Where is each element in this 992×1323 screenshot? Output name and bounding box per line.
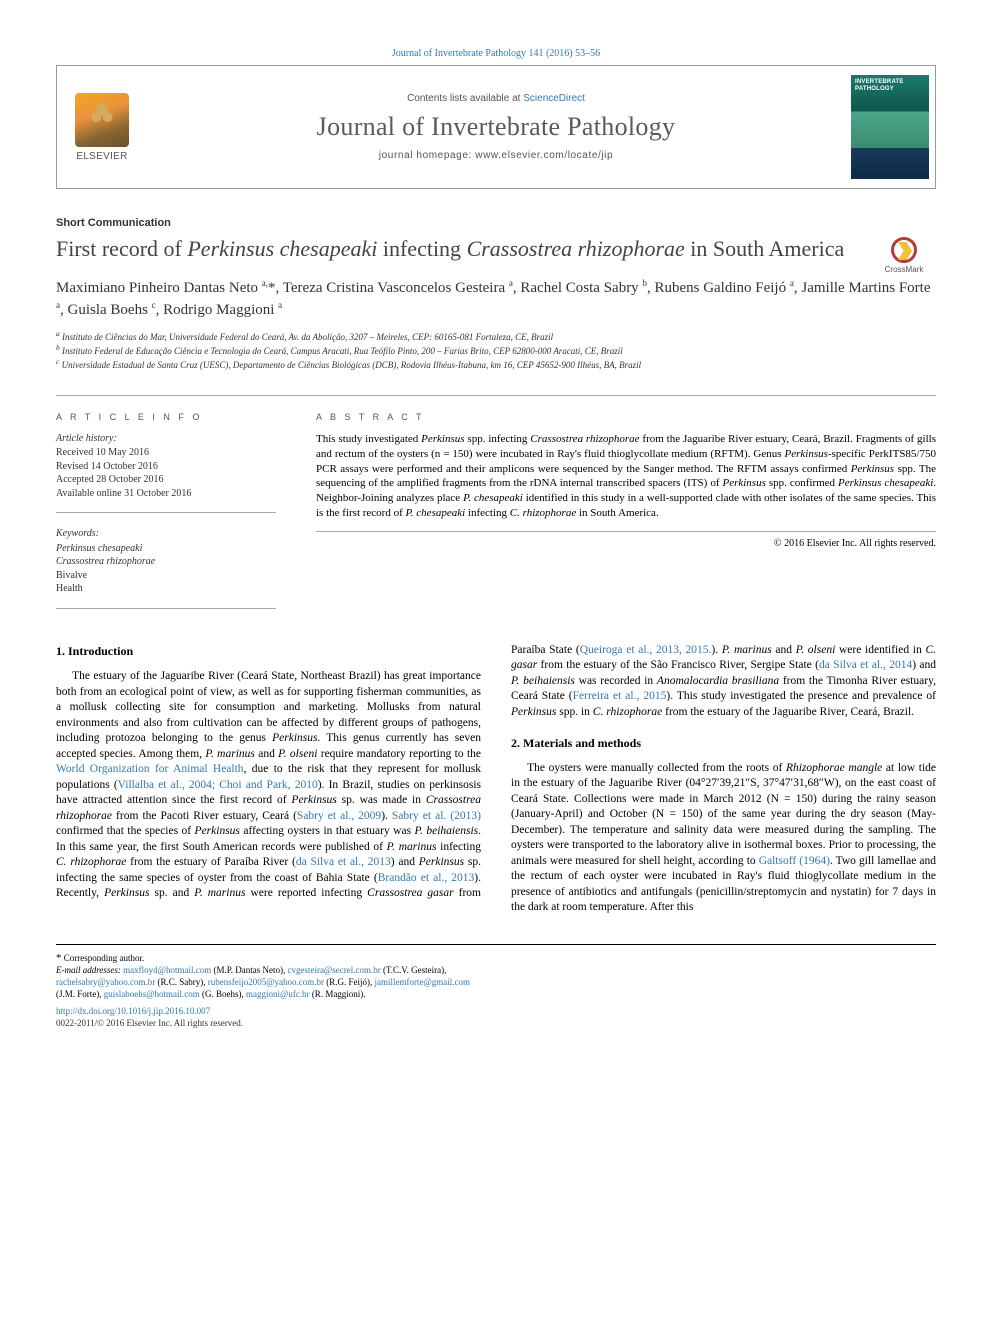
corresponding-marker: * Corresponding author.	[56, 951, 481, 965]
homepage-label: journal homepage:	[379, 150, 475, 161]
publisher-logo-cell: ELSEVIER	[57, 66, 147, 188]
title-part-2: infecting	[377, 236, 466, 261]
issn-line: 0022-2011/© 2016 Elsevier Inc. All right…	[56, 1018, 481, 1030]
email-link[interactable]: maxfloyd@hotmail.com	[123, 965, 211, 975]
email-link[interactable]: cvgesteira@secrel.com.br	[287, 965, 380, 975]
revised-date: Revised 14 October 2016	[56, 460, 276, 474]
section-1-heading: 1. Introduction	[56, 643, 481, 659]
authors-list: Maximiano Pinheiro Dantas Neto a,*, Tere…	[56, 277, 936, 321]
homepage-url[interactable]: www.elsevier.com/locate/jip	[475, 150, 613, 161]
page-footer: * Corresponding author. E-mail addresses…	[56, 944, 936, 1030]
section-2-heading: 2. Materials and methods	[511, 735, 936, 751]
email-who: (R.G. Feijó),	[324, 977, 372, 987]
crossmark-badge[interactable]: CrossMark	[872, 237, 936, 274]
title-part-3: in South America	[685, 236, 844, 261]
header-center: Contents lists available at ScienceDirec…	[147, 66, 845, 188]
email-who: (R.C. Sabry),	[155, 977, 205, 987]
email-label: E-mail addresses:	[56, 965, 121, 975]
contents-prefix: Contents lists available at	[407, 93, 523, 104]
abstract-text: This study investigated Perkinsus spp. i…	[316, 432, 936, 532]
sciencedirect-link[interactable]: ScienceDirect	[523, 93, 585, 104]
keyword-item: Health	[56, 582, 276, 596]
email-who: (M.P. Dantas Neto),	[211, 965, 285, 975]
section-2-body: The oysters were manually collected from…	[511, 761, 936, 916]
email-link[interactable]: maggioni@ufc.br	[246, 989, 310, 999]
keyword-item: Crassostrea rhizophorae	[56, 555, 276, 569]
title-species-2: Crassostrea rhizophorae	[467, 236, 685, 261]
journal-name: Journal of Invertebrate Pathology	[317, 112, 676, 142]
crossmark-icon	[891, 237, 917, 263]
title-species-1: Perkinsus chesapeaki	[187, 236, 377, 261]
doi-link[interactable]: http://dx.doi.org/10.1016/j.jip.2016.10.…	[56, 1006, 210, 1016]
contents-line: Contents lists available at ScienceDirec…	[407, 93, 585, 104]
journal-cover-icon	[851, 75, 929, 179]
email-link[interactable]: rubensfeijo2005@yahoo.com.br	[208, 977, 324, 987]
keyword-item: Bivalve	[56, 569, 276, 583]
article-info-heading: A R T I C L E I N F O	[56, 412, 276, 422]
keyword-item: Perkinsus chesapeaki	[56, 542, 276, 556]
affil-b-text: Instituto Federal de Educação Ciência e …	[62, 346, 623, 356]
title-part-1: First record of	[56, 236, 187, 261]
email-who: (T.C.V. Gesteira),	[381, 965, 447, 975]
email-who: (J.M. Forte),	[56, 989, 102, 999]
email-who: (R. Maggioni).	[310, 989, 366, 999]
journal-homepage: journal homepage: www.elsevier.com/locat…	[379, 150, 613, 161]
publisher-label: ELSEVIER	[76, 151, 127, 162]
doi-line: http://dx.doi.org/10.1016/j.jip.2016.10.…	[56, 1006, 481, 1018]
journal-header: ELSEVIER Contents lists available at Sci…	[56, 65, 936, 189]
article-title: First record of Perkinsus chesapeaki inf…	[56, 235, 860, 263]
received-date: Received 10 May 2016	[56, 446, 276, 460]
email-link[interactable]: guislaboehs@hotmail.com	[104, 989, 200, 999]
abstract-heading: A B S T R A C T	[316, 412, 936, 422]
history-label: Article history:	[56, 432, 276, 446]
affiliation-b: b Instituto Federal de Educação Ciência …	[56, 343, 936, 357]
citation-line: Journal of Invertebrate Pathology 141 (2…	[56, 48, 936, 59]
online-date: Available online 31 October 2016	[56, 487, 276, 501]
accepted-date: Accepted 28 October 2016	[56, 473, 276, 487]
article-info-column: A R T I C L E I N F O Article history: R…	[56, 412, 276, 623]
crossmark-label: CrossMark	[885, 265, 924, 274]
abstract-column: A B S T R A C T This study investigated …	[316, 412, 936, 623]
elsevier-tree-icon	[75, 93, 129, 147]
affil-c-text: Universidade Estadual de Santa Cruz (UES…	[62, 360, 642, 370]
email-block: E-mail addresses: maxfloyd@hotmail.com (…	[56, 965, 481, 1000]
article-type: Short Communication	[56, 217, 936, 229]
email-link[interactable]: rachelsabry@yahoo.com.br	[56, 977, 155, 987]
keywords-block: Keywords: Perkinsus chesapeaki Crassostr…	[56, 527, 276, 609]
affiliation-c: c Universidade Estadual de Santa Cruz (U…	[56, 357, 936, 371]
corresponding-label: Corresponding author.	[64, 953, 145, 963]
abstract-copyright: © 2016 Elsevier Inc. All rights reserved…	[316, 538, 936, 549]
affil-a-text: Instituto de Ciências do Mar, Universida…	[62, 332, 553, 342]
keywords-label: Keywords:	[56, 527, 276, 541]
affiliation-a: a Instituto de Ciências do Mar, Universi…	[56, 329, 936, 343]
email-link[interactable]: jamillemforte@gmail.com	[375, 977, 471, 987]
email-who: (G. Boehs),	[200, 989, 244, 999]
cover-cell	[845, 66, 935, 188]
history-block: Article history: Received 10 May 2016 Re…	[56, 432, 276, 514]
